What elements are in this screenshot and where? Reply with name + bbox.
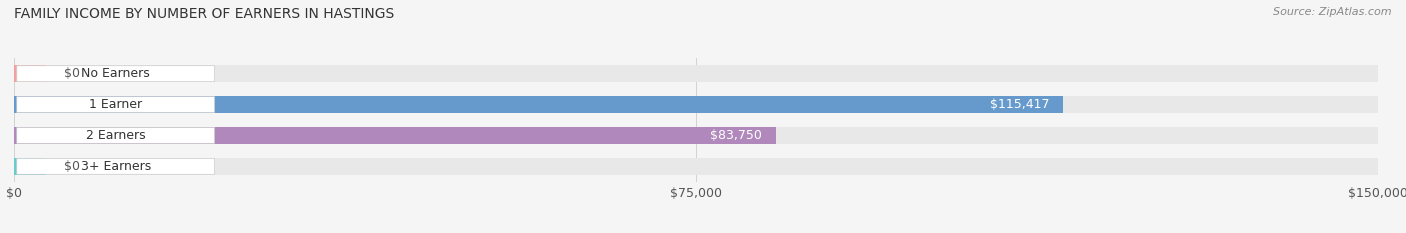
Text: No Earners: No Earners [82, 67, 150, 80]
Text: $115,417: $115,417 [990, 98, 1050, 111]
Bar [14, 158, 1378, 175]
Text: 1 Earner: 1 Earner [89, 98, 142, 111]
Bar [14, 65, 1378, 82]
Text: $0: $0 [65, 160, 80, 173]
Text: 2 Earners: 2 Earners [86, 129, 145, 142]
FancyBboxPatch shape [17, 97, 215, 113]
Text: $83,750: $83,750 [710, 129, 762, 142]
Text: 3+ Earners: 3+ Earners [80, 160, 150, 173]
Bar [14, 127, 776, 144]
Text: $0: $0 [65, 67, 80, 80]
Text: FAMILY INCOME BY NUMBER OF EARNERS IN HASTINGS: FAMILY INCOME BY NUMBER OF EARNERS IN HA… [14, 7, 394, 21]
FancyBboxPatch shape [17, 158, 215, 174]
Bar [14, 96, 1378, 113]
FancyBboxPatch shape [17, 127, 215, 143]
Text: Source: ZipAtlas.com: Source: ZipAtlas.com [1274, 7, 1392, 17]
Bar [14, 127, 1378, 144]
Bar [14, 65, 46, 82]
Bar [14, 158, 46, 175]
Bar [14, 96, 1063, 113]
FancyBboxPatch shape [17, 66, 215, 82]
